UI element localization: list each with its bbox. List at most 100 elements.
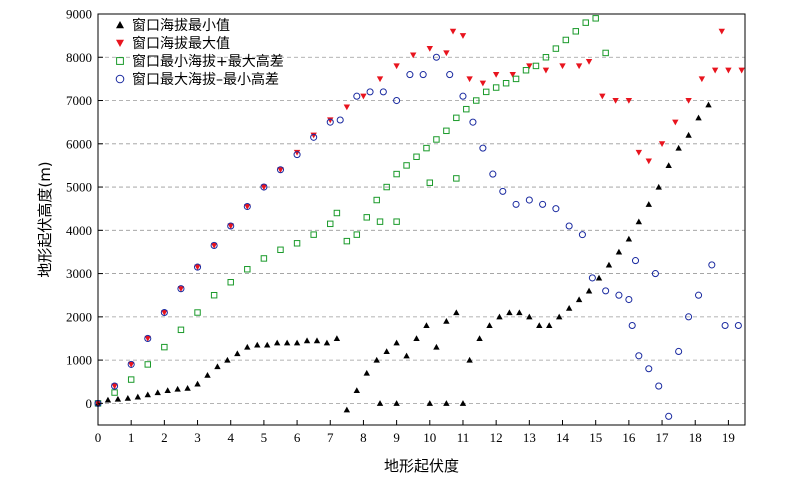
series-3-point-24	[459, 92, 467, 100]
series-1-point-31	[575, 63, 583, 70]
series-2-point-10	[260, 255, 268, 262]
series-3-point-28	[499, 187, 507, 195]
series-1-point-9	[244, 203, 251, 210]
x-tick-label-4: 4	[227, 430, 234, 445]
series-1-point-13	[310, 132, 317, 139]
series-3-point-47	[708, 261, 716, 269]
series-2-point-46	[393, 218, 400, 225]
series-3-point-29	[512, 200, 520, 208]
series-2-point-24	[423, 144, 430, 152]
series-1-point-14	[327, 117, 334, 124]
x-tick-label-1: 1	[128, 430, 135, 445]
series-2-point-7	[210, 291, 218, 299]
series-0-point-14	[234, 350, 241, 357]
series-0-point-40	[443, 400, 450, 406]
series-2-point-19	[373, 196, 380, 204]
series-1-point-33	[599, 93, 606, 100]
series-0-point-36	[433, 343, 440, 350]
series-3-point-11	[276, 166, 285, 174]
series-3-point-21	[419, 71, 427, 79]
series-0-point-60	[645, 201, 652, 207]
series-2-point-26	[443, 127, 450, 135]
series-0-point-63	[675, 144, 682, 151]
series-1-point-44	[738, 67, 745, 74]
series-0-point-44	[486, 322, 493, 329]
series-0-point-45	[496, 313, 503, 320]
series-1-point-42	[711, 67, 719, 74]
x-tick-label-17: 17	[656, 430, 670, 445]
series-0-point-49	[536, 322, 543, 329]
series-2-point-33	[512, 75, 520, 83]
x-tick-label-14: 14	[556, 430, 570, 445]
series-2-point-13	[310, 231, 317, 238]
series-1-point-6	[194, 264, 201, 271]
x-tick-label-8: 8	[360, 430, 367, 445]
series-1-point-43	[725, 67, 732, 74]
x-tick-label-7: 7	[327, 430, 334, 445]
series-1-point-36	[635, 149, 643, 156]
series-0-point-23	[323, 339, 331, 346]
series-0-point-3	[124, 394, 132, 401]
series-3-point-2	[127, 360, 135, 368]
series-3-point-12	[293, 151, 301, 159]
series-1-point-40	[685, 97, 692, 104]
series-3-point-8	[227, 222, 235, 230]
series-3-point-20	[406, 71, 414, 79]
x-tick-label-19: 19	[722, 430, 735, 445]
series-3-point-14	[326, 118, 334, 126]
series-1-point-15	[343, 104, 351, 111]
series-3-point-16	[353, 92, 361, 100]
x-tick-label-16: 16	[622, 430, 636, 445]
series-1-point-41	[698, 76, 706, 83]
series-1-point-24	[466, 76, 473, 83]
series-2-point-11	[277, 246, 284, 254]
y-tick-label-4: 4000	[66, 223, 92, 238]
series-0-point-21	[303, 337, 311, 344]
series-1-point-4	[161, 309, 168, 316]
series-3-point-15	[336, 116, 344, 124]
x-tick-label-13: 13	[523, 430, 536, 445]
series-1-point-25	[479, 80, 487, 87]
series-1-point-10	[260, 184, 268, 191]
series-1-point-19	[410, 52, 417, 59]
series-2-point-23	[413, 153, 420, 160]
series-0-point-52	[565, 304, 573, 311]
series-2-point-21	[393, 170, 400, 178]
series-1-point-27	[509, 72, 516, 78]
x-tick-label-11: 11	[457, 430, 470, 445]
series-1-point-12	[293, 149, 301, 156]
series-2-point-45	[376, 218, 384, 225]
series-0-point-18	[273, 339, 281, 346]
series-0-point-24	[333, 335, 341, 342]
x-tick-label-0: 0	[95, 430, 102, 445]
series-3-point-25	[469, 118, 477, 126]
series-1-point-21	[443, 50, 450, 57]
series-1-point-11	[277, 167, 284, 173]
series-3-point-3	[144, 334, 152, 343]
series-1-point-3	[144, 335, 151, 342]
axis-ticks: 0 1 2 3 4 5 6 7 8 9 10 11 12 13 14 15 16 17 18 190100020003…	[66, 7, 735, 446]
y-tick-label-0: 0	[86, 396, 93, 411]
series-0-point-59	[635, 218, 643, 225]
series-2-point-9	[244, 266, 251, 273]
series-0-point-28	[373, 356, 380, 363]
series-3-point-9	[243, 202, 251, 211]
series-0-point-38	[453, 309, 460, 316]
series-1-point-29	[542, 67, 550, 74]
series-0-point-57	[615, 248, 623, 255]
series-0-point-9	[184, 385, 191, 391]
series-1-point-7	[210, 242, 218, 249]
series-3-point-40	[635, 352, 643, 360]
legend-marker-3	[115, 74, 125, 84]
legend-marker-2	[116, 57, 124, 65]
series-0-point-10	[194, 380, 201, 387]
series-2-point-25	[433, 136, 440, 143]
series-2-point-37	[552, 45, 560, 52]
series-1-point-45	[718, 28, 725, 35]
series-0-point-15	[244, 343, 251, 350]
series-1-point-34	[612, 97, 619, 104]
series-2-point-5	[177, 326, 185, 334]
series-0-point-1	[104, 396, 112, 403]
series-0-point-47	[516, 309, 523, 316]
